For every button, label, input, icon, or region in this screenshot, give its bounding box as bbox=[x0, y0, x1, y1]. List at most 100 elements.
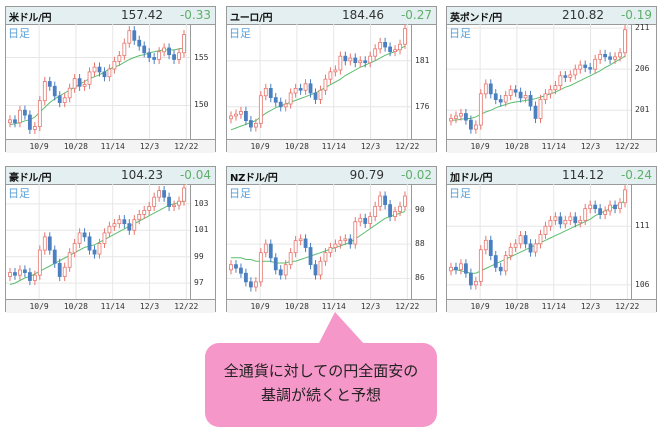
y-tick: 88 bbox=[415, 239, 425, 249]
pair-price: 184.46 bbox=[342, 8, 384, 22]
y-axis: 181 176 bbox=[412, 24, 436, 139]
y-tick: 101 bbox=[194, 225, 209, 235]
callout-line-2: 基調が続くと予想 bbox=[260, 386, 381, 404]
panel-header: ユーロ/円 184.46 -0.27 bbox=[227, 7, 436, 25]
y-tick: 211 bbox=[635, 23, 650, 33]
period-label: 日足 bbox=[8, 27, 30, 40]
x-axis: 10/9 10/28 11/14 12/3 12/22 bbox=[6, 139, 215, 153]
candlestick-plot[interactable]: 日足 bbox=[6, 184, 191, 299]
pair-change: -0.02 bbox=[400, 168, 432, 182]
y-tick: 103 bbox=[194, 198, 209, 208]
x-axis: 10/9 10/28 11/14 12/3 12/22 bbox=[227, 139, 436, 153]
pair-name: 加ドル/円 bbox=[450, 173, 493, 184]
pair-price: 114.12 bbox=[562, 168, 604, 182]
candlestick-plot[interactable]: 日足 bbox=[227, 184, 412, 299]
pair-price: 157.42 bbox=[121, 8, 163, 22]
y-axis: 103 101 99 97 bbox=[191, 184, 215, 299]
pair-change: -0.04 bbox=[179, 168, 211, 182]
y-axis: 155 150 bbox=[191, 24, 215, 139]
x-tick: 10/28 bbox=[63, 302, 88, 311]
x-tick: 11/14 bbox=[321, 142, 346, 151]
x-tick: 10/28 bbox=[504, 302, 529, 311]
panel-header: 米ドル/円 157.42 -0.33 bbox=[6, 7, 215, 25]
x-tick: 10/9 bbox=[250, 142, 270, 151]
y-tick: 181 bbox=[415, 55, 430, 65]
x-tick: 10/9 bbox=[250, 302, 270, 311]
x-tick: 11/14 bbox=[541, 142, 566, 151]
callout-bubble: 全通貨に対しての円全面安の 基調が続くと予想 bbox=[205, 312, 437, 427]
x-tick: 10/9 bbox=[470, 302, 490, 311]
y-tick: 86 bbox=[415, 273, 425, 283]
chart-svg bbox=[227, 184, 411, 299]
x-tick: 10/9 bbox=[470, 142, 490, 151]
x-axis: 10/9 10/28 11/14 12/3 12/22 bbox=[6, 299, 215, 313]
y-tick: 106 bbox=[635, 279, 650, 289]
x-tick: 10/28 bbox=[63, 142, 88, 151]
pair-name: NZドル/円 bbox=[230, 173, 278, 184]
x-tick: 12/3 bbox=[360, 302, 381, 311]
panel-header: NZドル/円 90.79 -0.02 bbox=[227, 167, 436, 185]
candlestick-plot[interactable]: 日足 bbox=[6, 24, 191, 139]
y-tick: 90 bbox=[415, 204, 425, 214]
y-axis: 90 88 86 bbox=[412, 184, 436, 299]
pair-price: 210.82 bbox=[562, 8, 604, 22]
x-tick: 12/22 bbox=[395, 142, 420, 151]
x-tick: 12/3 bbox=[139, 142, 160, 151]
pair-name: 豪ドル/円 bbox=[9, 173, 52, 184]
period-label: 日足 bbox=[449, 27, 471, 40]
chart-panel-aud-jpy[interactable]: 豪ドル/円 104.23 -0.04 日足 103 101 99 97 10/9 10/28 11/… bbox=[5, 166, 216, 313]
y-tick: 99 bbox=[194, 251, 204, 261]
callout-tail bbox=[318, 312, 365, 345]
period-label: 日足 bbox=[229, 27, 251, 40]
callout-line-1: 全通貨に対しての円全面安の bbox=[223, 362, 419, 380]
chart-panel-nzd-jpy[interactable]: NZドル/円 90.79 -0.02 日足 90 88 86 10/9 10/28 11/14 12… bbox=[226, 166, 437, 313]
x-tick: 12/3 bbox=[139, 302, 160, 311]
candlestick-plot[interactable]: 日足 bbox=[227, 24, 412, 139]
x-tick: 11/14 bbox=[321, 302, 346, 311]
y-axis: 111 106 bbox=[632, 184, 656, 299]
y-tick: 150 bbox=[194, 100, 209, 110]
chart-panel-eur-jpy[interactable]: ユーロ/円 184.46 -0.27 日足 181 176 10/9 10/28 11/14 12… bbox=[226, 6, 437, 153]
period-label: 日足 bbox=[8, 187, 30, 200]
chart-svg bbox=[447, 24, 631, 139]
y-tick: 201 bbox=[635, 105, 650, 115]
pair-change: -0.19 bbox=[620, 8, 652, 22]
chart-svg bbox=[227, 24, 411, 139]
x-tick: 10/9 bbox=[29, 302, 49, 311]
x-axis: 10/9 10/28 11/14 12/3 12/22 bbox=[447, 299, 656, 313]
chart-panel-cad-jpy[interactable]: 加ドル/円 114.12 -0.24 日足 111 106 10/9 10/28 11/14 12… bbox=[446, 166, 657, 313]
panel-header: 英ポンド/円 210.82 -0.19 bbox=[447, 7, 656, 25]
y-tick: 111 bbox=[635, 221, 650, 231]
y-tick: 155 bbox=[194, 52, 209, 62]
x-tick: 11/14 bbox=[541, 302, 566, 311]
chart-panel-usd-jpy[interactable]: 米ドル/円 157.42 -0.33 日足 155 150 10/9 10/28 11/14 12… bbox=[5, 6, 216, 153]
pair-name: ユーロ/円 bbox=[230, 13, 273, 24]
x-tick: 11/14 bbox=[100, 142, 125, 151]
pair-name: 英ポンド/円 bbox=[450, 13, 502, 24]
x-tick: 12/22 bbox=[395, 302, 420, 311]
candlestick-plot[interactable]: 日足 bbox=[447, 24, 632, 139]
chart-svg bbox=[6, 184, 190, 299]
x-tick: 10/28 bbox=[284, 142, 309, 151]
x-tick: 12/22 bbox=[615, 302, 640, 311]
pair-name: 米ドル/円 bbox=[9, 13, 52, 24]
x-tick: 10/28 bbox=[284, 302, 309, 311]
x-tick: 12/3 bbox=[360, 142, 381, 151]
chart-panel-gbp-jpy[interactable]: 英ポンド/円 210.82 -0.19 日足 211 206 201 10/9 10/28 11/… bbox=[446, 6, 657, 153]
y-tick: 206 bbox=[635, 64, 650, 74]
panel-header: 豪ドル/円 104.23 -0.04 bbox=[6, 167, 215, 185]
y-tick: 176 bbox=[415, 101, 430, 111]
pair-change: -0.33 bbox=[179, 8, 211, 22]
x-tick: 10/28 bbox=[504, 142, 529, 151]
pair-change: -0.27 bbox=[400, 8, 432, 22]
x-tick: 12/3 bbox=[580, 302, 601, 311]
candlestick-plot[interactable]: 日足 bbox=[447, 184, 632, 299]
pair-price: 90.79 bbox=[349, 168, 384, 182]
chart-svg bbox=[447, 184, 631, 299]
x-tick: 12/22 bbox=[174, 302, 199, 311]
x-tick: 12/22 bbox=[615, 142, 640, 151]
panel-header: 加ドル/円 114.12 -0.24 bbox=[447, 167, 656, 185]
y-tick: 97 bbox=[194, 278, 204, 288]
callout-text: 全通貨に対しての円全面安の 基調が続くと予想 bbox=[205, 359, 437, 407]
x-tick: 12/3 bbox=[580, 142, 601, 151]
